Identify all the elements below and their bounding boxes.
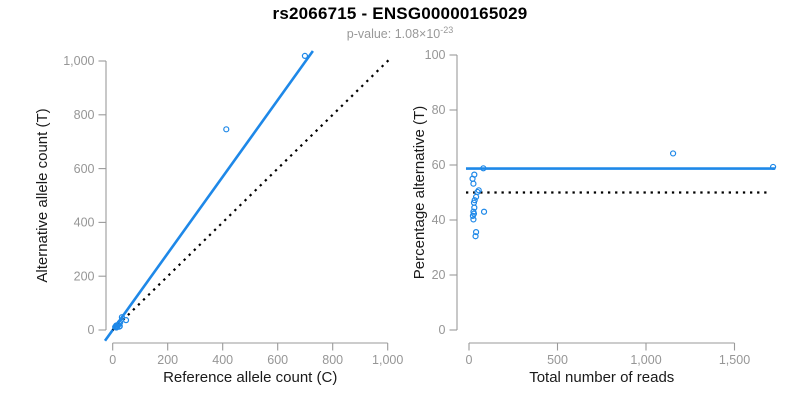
x-tick-label: 500 <box>547 353 568 367</box>
data-point <box>470 216 477 223</box>
x-tick-label: 1,500 <box>719 353 750 367</box>
y-axis: 0 200 400 600 800 1,000 <box>63 54 107 337</box>
x-axis-title: Total number of reads <box>529 369 674 386</box>
y-tick-label: 60 <box>432 158 446 172</box>
data-point <box>114 323 121 330</box>
data-point <box>769 163 777 171</box>
figure-title: rs2066715 - ENSG00000165029 <box>272 4 528 23</box>
y-axis-title: Percentage alternative (T) <box>411 106 428 279</box>
y-axis-title: Alternative allele count (T) <box>34 108 51 282</box>
y-tick-label: 0 <box>439 323 446 337</box>
x-tick-label: 200 <box>157 353 178 367</box>
y-tick-label: 80 <box>432 103 446 117</box>
identity-line <box>111 56 393 331</box>
y-tick-label: 40 <box>432 213 446 227</box>
data-point <box>669 150 677 157</box>
y-axis: 0 20 40 60 80 100 <box>425 48 458 337</box>
y-tick-label: 100 <box>425 48 446 62</box>
y-tick-label: 1,000 <box>63 54 94 68</box>
data-point <box>471 204 478 211</box>
data-point <box>480 208 488 215</box>
data-point <box>480 165 487 172</box>
data-point <box>301 52 309 59</box>
x-axis: 0 500 1,000 1,500 <box>466 342 750 367</box>
y-tick-label: 400 <box>74 216 95 230</box>
data-point <box>223 126 230 133</box>
data-point <box>471 171 478 178</box>
data-point <box>472 233 479 240</box>
panel-left: 0 200 400 600 800 1,000 0 200 400 600 800 1,000 Refe… <box>34 50 403 386</box>
x-tick-label: 0 <box>109 353 116 367</box>
data-point <box>470 210 478 217</box>
data-point <box>117 319 124 326</box>
figure-subtitle: p-value: 1.08×10-23 <box>0 25 800 41</box>
x-tick-label: 800 <box>322 353 343 367</box>
panel-right: 0 20 40 60 80 100 0 500 1,000 1,500 Total number o… <box>411 48 777 386</box>
data-point <box>472 229 480 236</box>
data-point <box>470 180 477 187</box>
data-point <box>471 197 478 204</box>
x-axis: 0 200 400 600 800 1,000 <box>109 342 403 367</box>
y-tick-label: 800 <box>74 108 95 122</box>
x-tick-label: 0 <box>466 353 473 367</box>
p-value-exponent: -23 <box>440 25 454 35</box>
y-tick-label: 0 <box>88 323 95 337</box>
data-point <box>122 317 130 324</box>
data-point <box>116 323 123 330</box>
data-point <box>118 314 125 321</box>
y-tick-label: 20 <box>432 268 446 282</box>
y-tick-label: 600 <box>74 162 95 176</box>
data-points <box>112 52 309 331</box>
y-tick-label: 200 <box>74 269 95 283</box>
x-tick-label: 1,000 <box>630 353 661 367</box>
data-point <box>475 187 482 194</box>
x-tick-label: 400 <box>212 353 233 367</box>
p-value-text: p-value: 1.08×10 <box>346 27 441 42</box>
x-tick-label: 1,000 <box>372 353 403 367</box>
x-tick-label: 600 <box>267 353 288 367</box>
data-points <box>469 150 777 240</box>
x-axis-title: Reference allele count (C) <box>163 369 337 386</box>
fit-line <box>103 50 314 342</box>
